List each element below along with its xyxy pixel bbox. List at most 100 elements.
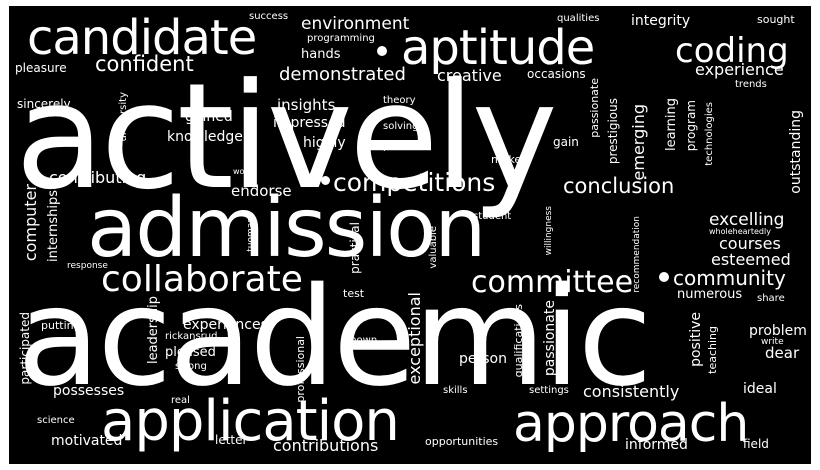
dot-3 bbox=[659, 272, 669, 282]
word-pursuits: pursuits bbox=[383, 141, 424, 152]
word-demonstrated: demonstrated bbox=[279, 64, 406, 85]
word-aptitude: aptitude bbox=[401, 20, 595, 76]
word-integrity: integrity bbox=[631, 13, 691, 29]
word-impressed: impressed bbox=[273, 115, 346, 131]
word-settings: settings bbox=[529, 385, 569, 396]
word-participated: participated bbox=[18, 312, 32, 385]
word-opportunities: opportunities bbox=[425, 435, 499, 448]
word-tuomas: tuomas bbox=[246, 218, 256, 252]
word-strong: strong bbox=[175, 361, 207, 372]
word-problem: problem bbox=[749, 323, 807, 339]
word-conclusion: conclusion bbox=[563, 174, 675, 198]
word-esteemed: esteemed bbox=[711, 250, 791, 269]
word-rickansrud: rickansrud bbox=[165, 331, 218, 342]
word-motivated: motivated bbox=[51, 433, 123, 449]
word-highly: highly bbox=[303, 135, 346, 151]
word-student: student bbox=[473, 211, 512, 222]
word-possesses: possesses bbox=[53, 383, 125, 399]
word-contributing: contributing bbox=[49, 168, 147, 187]
word-field: field bbox=[743, 437, 769, 451]
word-internships: internships bbox=[46, 190, 61, 262]
word-make: make bbox=[491, 153, 522, 166]
word-real: real bbox=[171, 395, 190, 406]
word-admission: admission bbox=[87, 181, 486, 276]
word-committee: committee bbox=[471, 265, 634, 300]
word-consistently: consistently bbox=[583, 382, 680, 401]
word-informed: informed bbox=[625, 437, 688, 453]
word-theory: theory bbox=[383, 95, 416, 106]
dot-2 bbox=[321, 176, 330, 185]
word-wholeheartedly: wholeheartedly bbox=[709, 227, 771, 236]
word-environment: environment bbox=[301, 14, 410, 34]
word-share: share bbox=[757, 293, 785, 304]
word-coding: coding bbox=[675, 31, 789, 71]
word-skills: skills bbox=[443, 385, 468, 396]
word-endorse: endorse bbox=[231, 182, 292, 200]
word-pleased: pleased bbox=[165, 345, 216, 360]
word-collaborate: collaborate bbox=[101, 259, 303, 300]
word-sincerely: sincerely bbox=[17, 97, 71, 111]
word-insights: insights bbox=[277, 96, 336, 114]
dot-1 bbox=[377, 46, 387, 56]
word-courses: courses bbox=[719, 234, 781, 253]
word-practical: practical bbox=[348, 222, 362, 274]
word-technologies: technologies bbox=[704, 102, 715, 166]
word-putting: putting bbox=[41, 319, 81, 332]
word-sought: sought bbox=[757, 13, 795, 26]
word-program: program bbox=[684, 100, 698, 152]
word-valuable: valuable bbox=[428, 226, 439, 269]
word-learning: learning bbox=[664, 98, 679, 152]
word-creative: creative bbox=[437, 66, 502, 85]
word-occasions: occasions bbox=[527, 67, 586, 81]
word-experience: experience bbox=[695, 60, 784, 79]
word-programming: programming bbox=[307, 33, 375, 44]
word-pleasure: pleasure bbox=[15, 61, 67, 75]
word-willingness: willingness bbox=[544, 206, 554, 256]
word-contributions: contributions bbox=[273, 436, 379, 455]
word-science: science bbox=[37, 415, 75, 426]
word-approach: approach bbox=[513, 394, 749, 454]
word-university: university bbox=[118, 92, 129, 142]
word-numerous: numerous bbox=[677, 287, 743, 302]
word-passionate-top: passionate bbox=[588, 78, 601, 138]
word-prestigious: prestigious bbox=[606, 98, 620, 165]
word-confident: confident bbox=[95, 52, 194, 76]
word-knowledge: knowledge bbox=[167, 129, 243, 145]
word-teaching: teaching bbox=[706, 326, 719, 374]
word-computer: computer bbox=[21, 184, 40, 262]
word-outstanding: outstanding bbox=[788, 110, 804, 194]
word-candidate: candidate bbox=[27, 10, 257, 66]
word-gain: gain bbox=[553, 135, 579, 149]
word-passionate: passionate bbox=[542, 300, 558, 377]
word-positive: positive bbox=[688, 312, 704, 367]
word-exceptional: exceptional bbox=[405, 292, 424, 385]
word-actively: actively bbox=[15, 52, 558, 222]
word-hands: hands bbox=[301, 47, 341, 62]
word-world: world bbox=[233, 167, 256, 176]
word-academic: academic bbox=[17, 259, 652, 417]
word-dear: dear bbox=[765, 344, 800, 362]
word-professional: professional bbox=[294, 336, 307, 403]
word-gained: gained bbox=[185, 109, 233, 125]
word-community: community bbox=[673, 266, 786, 290]
word-solving: solving bbox=[383, 121, 419, 132]
word-trends: trends bbox=[735, 79, 767, 90]
word-competitions: competitions bbox=[333, 168, 496, 197]
word-response: response bbox=[67, 261, 108, 271]
word-experiences: experiences bbox=[183, 317, 268, 333]
word-qualities: qualities bbox=[557, 13, 600, 24]
word-shown: shown bbox=[345, 335, 378, 346]
word-person: person bbox=[459, 351, 507, 367]
word-qualifications: qualifications bbox=[512, 304, 525, 378]
word-test: test bbox=[343, 287, 365, 300]
word-write: write bbox=[761, 337, 784, 347]
word-leadership: leadership bbox=[146, 296, 161, 365]
word-recommendation: recommendation bbox=[632, 216, 642, 293]
word-ideal: ideal bbox=[743, 381, 777, 397]
word-success: success bbox=[249, 11, 289, 22]
word-letter: letter bbox=[215, 433, 248, 447]
word-emerging: emerging bbox=[629, 104, 648, 181]
word-application: application bbox=[101, 389, 400, 454]
word-cloud: actively academic admission application … bbox=[9, 6, 811, 464]
word-excelling: excelling bbox=[709, 210, 785, 230]
